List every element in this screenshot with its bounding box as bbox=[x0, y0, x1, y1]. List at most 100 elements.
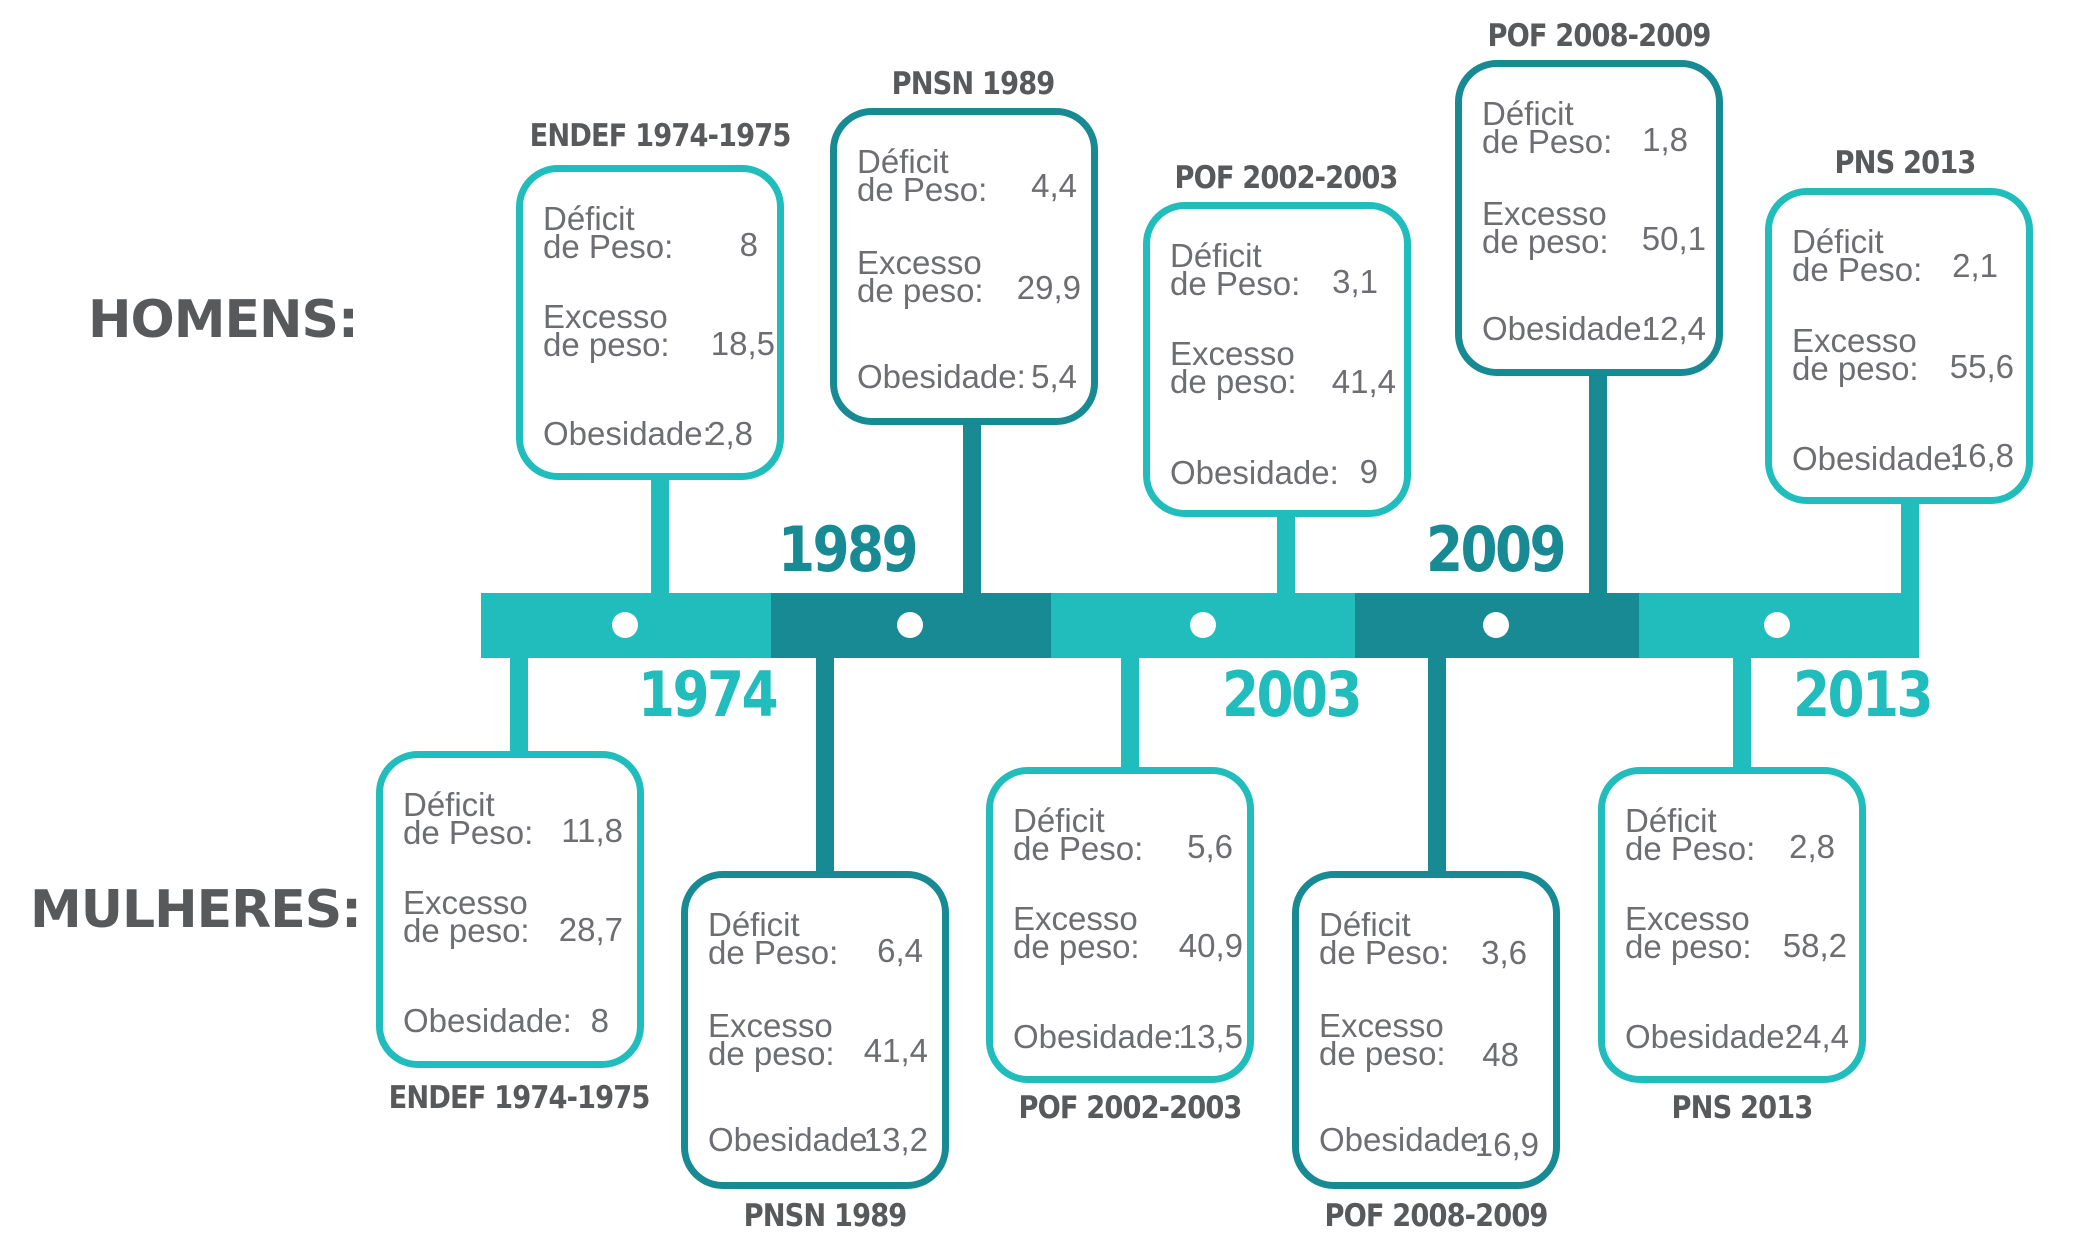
obesity-value: 2,8 bbox=[707, 415, 753, 452]
excess-label: Excesso de peso: bbox=[403, 884, 530, 949]
excess-value: 18,5 bbox=[710, 325, 775, 362]
excess-value: 50,1 bbox=[1641, 220, 1706, 257]
deficit-label: Déficit de Peso: bbox=[1482, 95, 1613, 160]
excess-label: Excesso de peso: bbox=[1625, 900, 1752, 965]
deficit-label: Déficit de Peso: bbox=[857, 143, 988, 208]
obesity-label: Obesidade: bbox=[1482, 310, 1651, 347]
deficit-label: Déficit de Peso: bbox=[1792, 223, 1923, 288]
stats-card-men-2009: Déficit de Peso: 1,8 Excesso de peso: 50,1… bbox=[1455, 60, 1723, 376]
source-label-women-2013: PNS 2013 bbox=[1671, 1090, 1814, 1126]
excess-value: 40,9 bbox=[1178, 927, 1243, 964]
stats-card-men-2013: Déficit de Peso: 2,1 Excesso de peso: 55,6… bbox=[1765, 188, 2033, 504]
excess-value: 29,9 bbox=[1016, 269, 1081, 306]
deficit-label: Déficit de Peso: bbox=[1170, 237, 1301, 302]
stats-card-men-1989: Déficit de Peso: 4,4 Excesso de peso: 29,9… bbox=[830, 108, 1098, 425]
excess-value: 28,7 bbox=[558, 911, 623, 948]
deficit-label: Déficit de Peso: bbox=[403, 786, 534, 851]
obesity-label: Obesidade: bbox=[708, 1121, 877, 1158]
source-label-women-2009: POF 2008-2009 bbox=[1324, 1198, 1548, 1234]
excess-label: Excesso de peso: bbox=[1013, 900, 1140, 965]
source-label-men-2013: PNS 2013 bbox=[1834, 145, 1977, 181]
men-label: HOMENS: bbox=[88, 290, 359, 350]
stats-card-men-1974: Déficit de Peso: 8 Excesso de peso: 18,5 O… bbox=[516, 165, 784, 480]
obesity-label: Obesidade: bbox=[1013, 1018, 1182, 1055]
obesity-value: 9 bbox=[1359, 453, 1378, 490]
excess-label: Excesso de peso: bbox=[708, 1007, 835, 1072]
obesity-label: Obesidade: bbox=[1792, 440, 1961, 477]
timeline-dot-1989 bbox=[897, 612, 923, 638]
source-label-women-1974: ENDEF 1974-1975 bbox=[388, 1080, 651, 1116]
obesity-value: 13,5 bbox=[1178, 1018, 1243, 1055]
timeline-dot-2003 bbox=[1190, 612, 1216, 638]
excess-label: Excesso de peso: bbox=[1170, 335, 1297, 400]
connector-men-1974 bbox=[651, 478, 669, 596]
deficit-label: Déficit de Peso: bbox=[1625, 802, 1756, 867]
obesity-label: Obesidade: bbox=[1625, 1018, 1794, 1055]
stats-card-women-1989: Déficit de Peso: 6,4 Excesso de peso: 41,4… bbox=[681, 871, 949, 1189]
obesity-value: 16,9 bbox=[1474, 1126, 1539, 1163]
connector-men-2003 bbox=[1277, 512, 1295, 596]
deficit-value: 5,6 bbox=[1187, 828, 1233, 865]
year-label-1974: 1974 bbox=[638, 658, 779, 731]
obesity-label: Obesidade: bbox=[1170, 454, 1339, 491]
source-label-men-1974: ENDEF 1974-1975 bbox=[529, 118, 792, 154]
deficit-value: 2,1 bbox=[1952, 247, 1998, 284]
obesity-value: 8 bbox=[590, 1002, 609, 1039]
deficit-value: 8 bbox=[739, 226, 758, 263]
obesity-label: Obesidade: bbox=[857, 358, 1026, 395]
excess-value: 41,4 bbox=[863, 1032, 928, 1069]
deficit-value: 4,4 bbox=[1031, 167, 1077, 204]
source-label-women-1989: PNSN 1989 bbox=[743, 1198, 908, 1234]
stats-card-women-2013: Déficit de Peso: 2,8 Excesso de peso: 58,2… bbox=[1598, 767, 1866, 1083]
connector-men-2013 bbox=[1901, 500, 1919, 596]
deficit-value: 3,1 bbox=[1332, 263, 1378, 300]
connector-women-2013 bbox=[1733, 655, 1751, 768]
excess-label: Excesso de peso: bbox=[1482, 195, 1609, 260]
excess-label: Excesso de peso: bbox=[857, 244, 984, 309]
excess-value: 55,6 bbox=[1949, 348, 2014, 385]
source-label-women-2003: POF 2002-2003 bbox=[1018, 1090, 1242, 1126]
year-label-2009: 2009 bbox=[1426, 513, 1567, 586]
connector-men-1989 bbox=[963, 420, 981, 596]
deficit-value: 11,8 bbox=[561, 812, 623, 849]
excess-value: 58,2 bbox=[1782, 927, 1847, 964]
deficit-label: Déficit de Peso: bbox=[543, 200, 674, 265]
obesity-value: 13,2 bbox=[863, 1121, 928, 1158]
source-label-men-2003: POF 2002-2003 bbox=[1174, 160, 1398, 196]
source-label-men-1989: PNSN 1989 bbox=[891, 66, 1056, 102]
deficit-value: 6,4 bbox=[877, 932, 923, 969]
deficit-label: Déficit de Peso: bbox=[1013, 802, 1144, 867]
connector-women-1974 bbox=[510, 655, 528, 755]
connector-women-2003 bbox=[1121, 655, 1139, 768]
connector-men-2009 bbox=[1589, 374, 1607, 596]
stats-card-women-2003: Déficit de Peso: 5,6 Excesso de peso: 40,9… bbox=[986, 767, 1254, 1083]
connector-women-1989 bbox=[816, 655, 834, 873]
excess-label: Excesso de peso: bbox=[1319, 1007, 1446, 1072]
obesity-label: Obesidade: bbox=[1319, 1121, 1488, 1158]
stats-card-women-2009: Déficit de Peso: 3,6 Excesso de peso: 48 O… bbox=[1292, 871, 1560, 1189]
stats-card-men-2003: Déficit de Peso: 3,1 Excesso de peso: 41,4… bbox=[1143, 202, 1411, 517]
women-label: MULHERES: bbox=[30, 880, 362, 940]
year-label-1989: 1989 bbox=[778, 513, 919, 586]
source-label-men-2009: POF 2008-2009 bbox=[1487, 18, 1711, 54]
deficit-value: 1,8 bbox=[1642, 121, 1688, 158]
obesity-value: 12,4 bbox=[1641, 310, 1706, 347]
deficit-value: 3,6 bbox=[1481, 934, 1527, 971]
obesity-value: 16,8 bbox=[1949, 437, 2014, 474]
excess-value: 41,4 bbox=[1331, 363, 1396, 400]
excess-label: Excesso de peso: bbox=[543, 298, 670, 363]
deficit-label: Déficit de Peso: bbox=[1319, 906, 1450, 971]
deficit-value: 2,8 bbox=[1789, 828, 1835, 865]
stats-card-women-1974: Déficit de Peso: 11,8 Excesso de peso: 28,… bbox=[376, 751, 644, 1068]
deficit-label: Déficit de Peso: bbox=[708, 906, 839, 971]
year-label-2013: 2013 bbox=[1793, 658, 1934, 731]
timeline-dot-2013 bbox=[1764, 612, 1790, 638]
obesity-value: 24,4 bbox=[1784, 1018, 1849, 1055]
obesity-label: Obesidade: bbox=[403, 1002, 572, 1039]
obesity-label: Obesidade: bbox=[543, 415, 712, 452]
obesity-value: 5,4 bbox=[1031, 358, 1077, 395]
timeline-dot-2009 bbox=[1483, 612, 1509, 638]
connector-women-2009 bbox=[1428, 655, 1446, 873]
timeline-dot-1974 bbox=[612, 612, 638, 638]
excess-label: Excesso de peso: bbox=[1792, 322, 1919, 387]
